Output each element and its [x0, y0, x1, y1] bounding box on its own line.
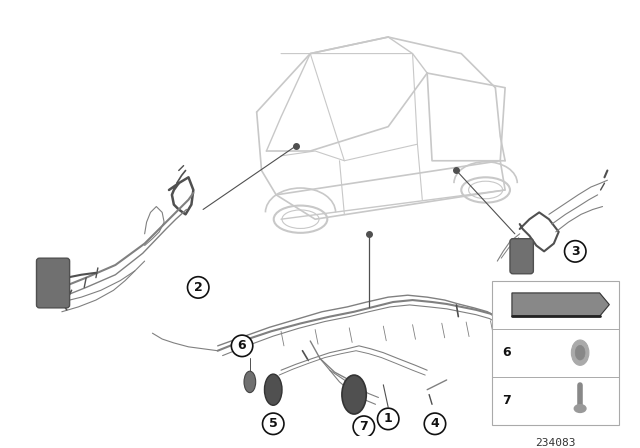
- Circle shape: [564, 241, 586, 262]
- Circle shape: [353, 416, 374, 437]
- Circle shape: [188, 277, 209, 298]
- Circle shape: [231, 335, 253, 357]
- Text: 6: 6: [237, 339, 246, 353]
- Ellipse shape: [264, 374, 282, 405]
- Ellipse shape: [342, 375, 366, 414]
- Polygon shape: [512, 293, 609, 316]
- Bar: [492, 280, 619, 425]
- Ellipse shape: [575, 345, 585, 360]
- FancyBboxPatch shape: [510, 239, 533, 274]
- Text: 5: 5: [269, 417, 278, 430]
- Circle shape: [424, 413, 445, 435]
- Ellipse shape: [244, 371, 256, 392]
- Text: 7: 7: [360, 420, 368, 433]
- Text: 3: 3: [571, 245, 580, 258]
- Text: 6: 6: [502, 346, 511, 359]
- Text: 4: 4: [431, 417, 439, 430]
- Ellipse shape: [572, 340, 589, 365]
- Text: 7: 7: [502, 394, 511, 407]
- Circle shape: [262, 413, 284, 435]
- Text: 2: 2: [194, 281, 203, 294]
- Ellipse shape: [574, 405, 586, 413]
- Text: 234083: 234083: [536, 439, 576, 448]
- Circle shape: [378, 408, 399, 430]
- FancyBboxPatch shape: [36, 258, 70, 308]
- Text: 1: 1: [384, 413, 392, 426]
